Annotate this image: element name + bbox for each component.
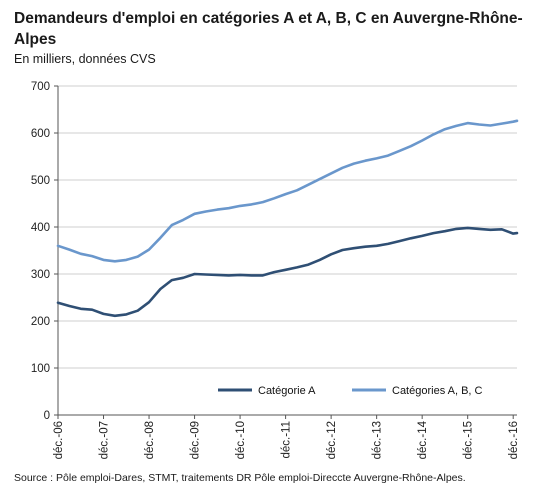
grid-layer	[58, 85, 517, 369]
y-tick-label: 100	[31, 363, 50, 375]
axis-layer: 0 100 200 300 400 500 600 700 déc.-06 déc.-07 déc.…	[31, 81, 520, 459]
x-tick-label: déc.-09	[190, 421, 202, 459]
series-line-categories-abc	[56, 119, 519, 263]
series-line-categorie-a	[56, 226, 519, 318]
y-tick-label: 500	[31, 175, 50, 187]
x-tick-label: déc.-08	[144, 421, 156, 459]
x-tick-label: déc.-16	[508, 421, 520, 459]
y-tick-label: 600	[31, 128, 50, 140]
legend-label: Catégories A, B, C	[392, 385, 483, 397]
legend-layer: Catégorie A Catégories A, B, C	[218, 385, 483, 397]
x-tick-label: déc.-11	[281, 421, 293, 459]
source-note: Source : Pôle emploi-Dares, STMT, traite…	[14, 472, 466, 484]
y-tick-label: 700	[31, 81, 50, 93]
x-tick-label: déc.-12	[326, 421, 338, 459]
y-tick-label: 0	[44, 410, 50, 422]
x-tick-label: déc.-06	[53, 421, 65, 459]
x-tick-label: déc.-07	[99, 421, 111, 459]
x-tick-label: déc.-10	[235, 421, 247, 459]
legend-label: Catégorie A	[258, 385, 316, 397]
y-tick-label: 200	[31, 316, 50, 328]
x-tick-label: déc.-15	[463, 421, 475, 459]
series-layer	[56, 119, 519, 318]
x-tick-label: déc.-13	[372, 421, 384, 459]
chart-subtitle: En milliers, données CVS	[14, 52, 156, 66]
y-tick-label: 300	[31, 269, 50, 281]
chart-title: Demandeurs d'emploi en catégories A et A…	[14, 10, 523, 48]
x-tick-label: déc.-14	[417, 420, 429, 459]
y-tick-label: 400	[31, 222, 50, 234]
